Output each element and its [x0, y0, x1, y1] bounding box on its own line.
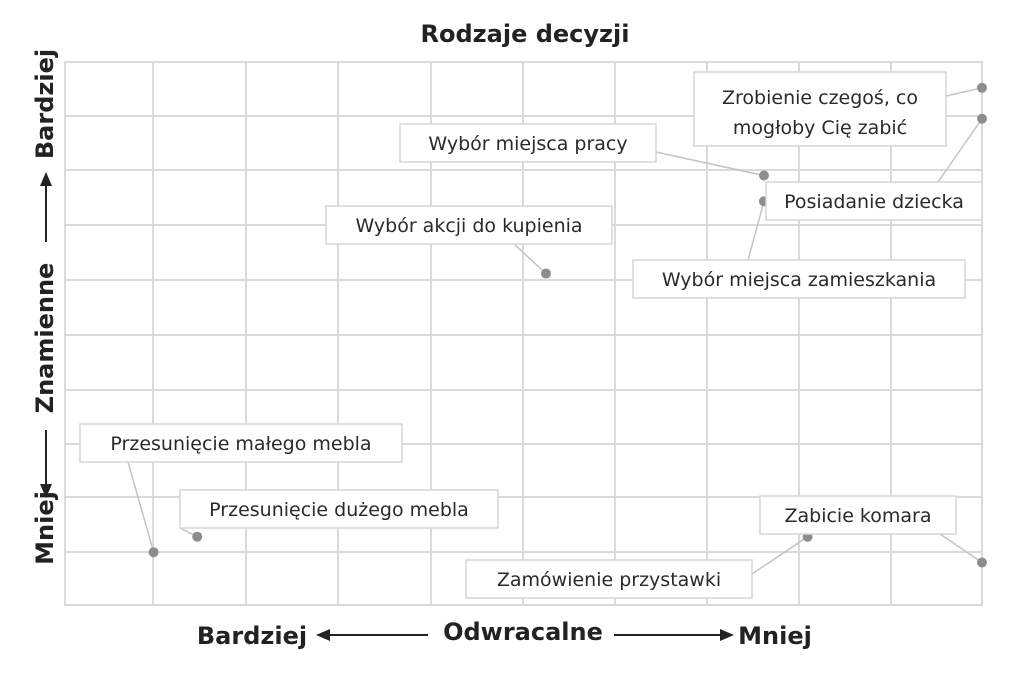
point-label: Przesunięcie dużego mebla — [179, 489, 499, 529]
point-label: Wybór akcji do kupienia — [325, 205, 613, 245]
x-axis-label: Odwracalne — [443, 618, 603, 646]
point-label-text: Wybór miejsca zamieszkania — [662, 269, 936, 291]
leader-line — [747, 201, 765, 261]
point-label: Posiadanie dziecka — [765, 181, 983, 221]
data-point — [977, 82, 987, 93]
y-axis-low-end: Mniej — [31, 491, 59, 565]
point-label-box — [465, 559, 753, 599]
point-label: Przesunięcie małego mebla — [79, 423, 403, 463]
point-label-box — [693, 71, 947, 147]
leader-line — [751, 536, 809, 575]
point-label: Wybór miejsca pracy — [399, 123, 657, 163]
data-point — [192, 531, 203, 542]
point-label-text: Wybór akcji do kupienia — [355, 215, 582, 237]
point-label-text: Przesunięcie małego mebla — [110, 433, 371, 455]
leader-line — [127, 461, 155, 553]
chart-title: Rodzaje decyzji — [421, 20, 630, 48]
point-label-text: Wybór miejsca pracy — [428, 133, 627, 155]
leader-line — [655, 151, 765, 177]
point-labels: Przesunięcie małego mebla Przesunięcie du… — [79, 71, 983, 599]
data-point — [759, 170, 769, 181]
point-label-box — [325, 205, 613, 245]
point-label: Zamówienie przystawki — [465, 559, 753, 599]
point-label-text: mogłoby Cię zabić — [733, 117, 907, 139]
leader-line — [513, 243, 547, 275]
leader-line — [939, 533, 983, 564]
point-label-text: Zamówienie przystawki — [497, 569, 721, 591]
y-axis-down-arrowhead — [40, 484, 52, 498]
point-label-text: Zabicie komara — [784, 505, 931, 527]
point-label-box — [179, 489, 499, 529]
x-axis-caption: Bardziej Odwracalne Mniej — [197, 618, 812, 650]
leader-line — [937, 118, 983, 183]
data-point — [977, 557, 987, 568]
point-label-text: Posiadanie dziecka — [784, 191, 964, 213]
point-label-text: Zrobienie czegoś, co — [722, 87, 918, 109]
leader-line — [945, 87, 983, 97]
x-axis-high-end: Mniej — [738, 622, 812, 650]
data-point — [541, 268, 551, 279]
y-axis-caption: Mniej Znamienne Bardziej — [31, 49, 59, 565]
point-label: Zabicie komara — [759, 495, 957, 535]
point-label-box — [632, 259, 966, 299]
data-point — [148, 547, 159, 558]
leader-lines — [127, 87, 983, 575]
point-label-box — [765, 181, 983, 221]
x-axis-left-arrowhead — [316, 629, 330, 641]
y-axis-high-end: Bardziej — [31, 49, 59, 159]
point-label: Zrobienie czegoś, co mogłoby Cię zabić — [693, 71, 947, 147]
plot-frame — [64, 61, 983, 606]
x-axis-low-end: Bardziej — [197, 622, 307, 650]
point-label-box — [399, 123, 657, 163]
y-axis-up-arrowhead — [40, 172, 52, 186]
point-label: Wybór miejsca zamieszkania — [632, 259, 966, 299]
y-axis-label: Znamienne — [31, 263, 59, 414]
point-label-box — [79, 423, 403, 463]
x-axis-right-arrowhead — [720, 629, 734, 641]
data-point — [977, 113, 987, 124]
point-label-box — [759, 495, 957, 535]
point-label-text: Przesunięcie dużego mebla — [209, 499, 469, 521]
